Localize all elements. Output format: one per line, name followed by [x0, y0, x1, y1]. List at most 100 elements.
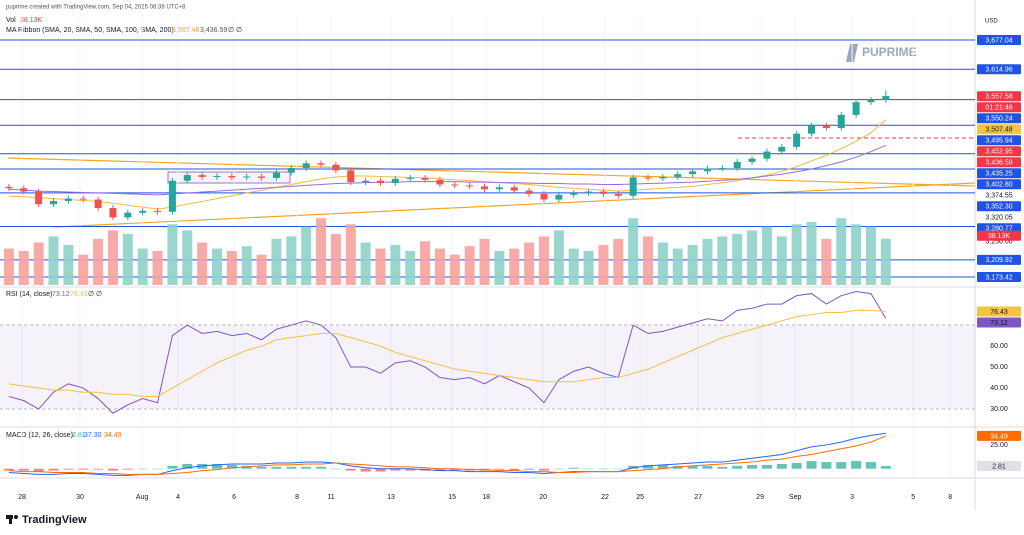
volume-bar — [464, 246, 475, 285]
axis-label-bg — [977, 201, 1021, 212]
macd-histogram-bar — [761, 464, 772, 469]
candle-body — [213, 176, 221, 178]
volume-bar — [211, 248, 222, 285]
macd-histogram-bar — [107, 468, 118, 471]
candle-body — [109, 208, 117, 218]
volume-bar — [583, 251, 594, 285]
candle-body — [689, 171, 697, 175]
macd-histogram-bar — [702, 465, 713, 469]
candle-body — [703, 168, 711, 172]
candle-body — [183, 175, 191, 181]
axis-label-bg — [977, 157, 1021, 168]
axis-label: 3,452.95 — [985, 149, 1012, 156]
macd-histogram-bar — [78, 468, 89, 470]
candle-body — [778, 146, 786, 152]
axis-label-bg — [977, 430, 1021, 441]
macd-histogram-bar — [880, 466, 891, 469]
volume-bar — [836, 218, 847, 285]
x-tick-label: 18 — [482, 494, 490, 501]
macd-histogram-bar — [865, 462, 876, 469]
axis-label: 3,495.94 — [985, 138, 1012, 145]
macd-histogram-bar — [316, 466, 327, 469]
axis-label: 3,677.04 — [985, 37, 1012, 44]
footer-brand: TradingView — [22, 514, 87, 526]
volume-bar — [717, 236, 728, 285]
candle-body — [555, 194, 563, 200]
moving-average — [8, 119, 887, 210]
volume-bar — [568, 248, 579, 285]
candle-body — [674, 174, 682, 177]
candle-body — [451, 184, 459, 186]
axis-label: 3,507.48 — [985, 127, 1012, 134]
credit: puprime created with TradingView.com, Se… — [6, 5, 186, 11]
axis-label: 3,435.25 — [985, 171, 1012, 178]
rsi-empty: ∅ ∅ — [88, 291, 102, 298]
volume-bar — [122, 234, 133, 285]
volume-bar — [107, 230, 118, 285]
candle-body — [302, 163, 310, 169]
macd-histogram-bar — [3, 468, 14, 471]
axis-label: 3,550.24 — [985, 116, 1012, 123]
candle-body — [154, 210, 162, 212]
macd-histogram-bar — [271, 466, 282, 469]
macd-histogram-bar — [568, 467, 579, 469]
volume-bar — [18, 251, 29, 285]
macd-line — [8, 435, 887, 475]
axis-label: 3,320.05 — [985, 215, 1012, 222]
x-tick-label: 11 — [327, 494, 334, 501]
volume-bar — [821, 238, 832, 285]
candle-body — [808, 125, 816, 134]
moving-average — [8, 144, 887, 196]
volume-bar — [330, 234, 341, 285]
x-tick-label: 28 — [18, 494, 26, 501]
vol-value: 38.13K — [20, 17, 43, 24]
candle-body — [421, 177, 429, 180]
macd-histogram-bar — [583, 468, 594, 470]
volume-bar — [509, 248, 520, 285]
axis-label-bg — [977, 168, 1021, 179]
candle-body — [466, 185, 474, 187]
axis-label-bg — [977, 271, 1021, 282]
candle-body — [376, 180, 384, 184]
x-tick-label: 8 — [948, 494, 952, 501]
macd-histogram-bar — [806, 461, 817, 469]
macd-histogram-bar — [33, 468, 44, 472]
candle-body — [644, 177, 652, 179]
macd-histogram-bar — [226, 464, 237, 469]
volume-bar — [420, 241, 431, 285]
candle-body — [20, 188, 28, 192]
macd-histogram-bar — [122, 468, 133, 470]
macd-histogram-bar — [509, 468, 520, 471]
candle-body — [64, 198, 72, 201]
candle-body — [347, 170, 355, 183]
macd-histogram-bar — [524, 468, 535, 470]
candle-body — [763, 151, 771, 159]
volume-bar — [776, 236, 787, 285]
axis-label-bg — [977, 230, 1021, 241]
volume-bar — [93, 238, 104, 285]
x-tick-label: 15 — [448, 494, 456, 501]
volume-bar — [449, 254, 460, 285]
candle-body — [614, 193, 622, 196]
volume-bar — [152, 251, 163, 285]
candle-body — [822, 125, 830, 129]
macd-histogram-bar — [256, 466, 267, 469]
axis-label-bg — [977, 461, 1021, 472]
macd-histogram-bar — [18, 468, 29, 471]
volume-bar — [524, 242, 535, 285]
candle-body — [168, 180, 176, 212]
x-tick-label: 3 — [850, 494, 854, 501]
axis-label-bg — [977, 91, 1021, 102]
y-tick-label: 30.00 — [990, 406, 1008, 413]
volume-bar — [137, 248, 148, 285]
candle-body — [659, 176, 667, 179]
candle-body — [525, 190, 533, 194]
range-box — [167, 171, 291, 184]
candle-body — [35, 191, 43, 205]
macd-histogram-bar — [286, 466, 297, 469]
volume-bar — [865, 226, 876, 285]
candle-body — [793, 133, 801, 147]
rsi-value: 73.12 — [52, 291, 70, 298]
candle-body — [332, 164, 340, 171]
